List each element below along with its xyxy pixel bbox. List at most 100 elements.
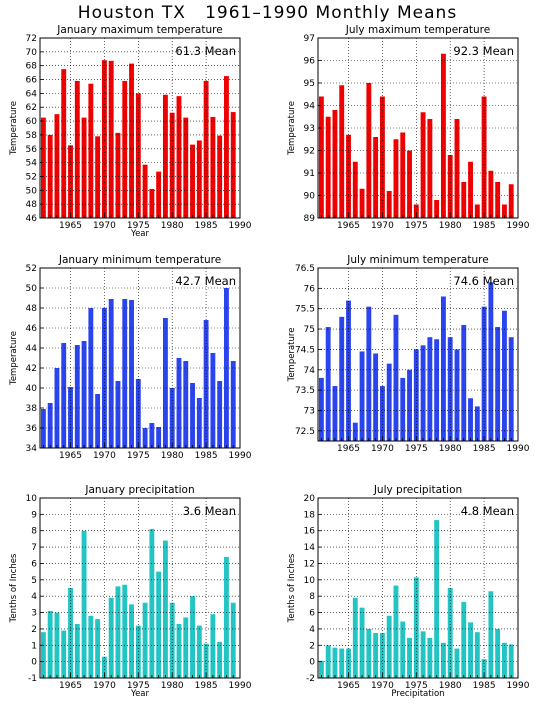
bar xyxy=(95,394,101,448)
y-axis-label: Tenths of Inches xyxy=(287,553,297,623)
bar xyxy=(318,377,324,441)
x-tick-label: 1990 xyxy=(507,444,530,454)
y-tick-label: 3 xyxy=(31,609,37,619)
y-tick-label: 66 xyxy=(26,76,38,86)
bar xyxy=(101,308,107,448)
bar xyxy=(108,299,114,448)
bar xyxy=(508,184,514,218)
bar xyxy=(108,60,114,218)
bar xyxy=(332,386,338,441)
bar xyxy=(339,648,345,678)
bar xyxy=(68,145,73,218)
bar xyxy=(427,637,433,678)
y-tick-label: 44 xyxy=(26,344,38,354)
bar xyxy=(407,637,412,678)
x-tick-label: 1965 xyxy=(59,221,82,231)
bar xyxy=(420,631,426,678)
bar xyxy=(176,624,182,678)
bar xyxy=(495,327,501,441)
x-tick-label: 1975 xyxy=(405,221,428,231)
bar xyxy=(366,628,372,678)
y-tick-label: 68 xyxy=(26,62,38,72)
y-tick-label: 5 xyxy=(31,576,37,586)
x-tick-label: 1975 xyxy=(405,444,428,454)
plot-frame xyxy=(317,267,519,442)
y-tick-label: 46 xyxy=(26,324,38,334)
bar xyxy=(203,320,209,448)
y-tick-label: 93 xyxy=(304,124,315,134)
y-tick-label: 0 xyxy=(309,658,315,668)
bar xyxy=(474,204,480,218)
bar xyxy=(135,379,141,448)
bar xyxy=(332,110,338,218)
y-tick-label: 96 xyxy=(304,57,316,67)
bar xyxy=(413,349,419,441)
y-tick-label: 12 xyxy=(304,559,315,569)
y-tick-label: 50 xyxy=(26,186,38,196)
bar xyxy=(156,427,162,448)
bar xyxy=(325,116,331,218)
bar xyxy=(461,324,467,441)
x-tick-label: 1975 xyxy=(405,681,428,691)
bar xyxy=(40,409,46,448)
bar xyxy=(488,282,494,441)
bar xyxy=(468,398,473,441)
bar xyxy=(129,63,134,218)
bar xyxy=(169,112,175,218)
bar xyxy=(210,614,216,678)
bar xyxy=(359,351,365,441)
x-tick-label: 1985 xyxy=(195,451,218,461)
bar xyxy=(142,164,148,218)
bar xyxy=(427,119,433,218)
y-tick-label: 1 xyxy=(31,641,37,651)
bar xyxy=(217,642,223,678)
y-tick-label: 6 xyxy=(31,559,37,569)
bar xyxy=(190,596,195,678)
y-tick-label: 38 xyxy=(26,404,38,414)
y-tick-label: 56 xyxy=(26,145,38,155)
x-tick-label: 1970 xyxy=(371,681,394,691)
x-tick-label: 1975 xyxy=(127,221,150,231)
bar xyxy=(325,327,331,441)
bar xyxy=(373,633,379,678)
y-tick-label: 4 xyxy=(31,592,37,602)
bar xyxy=(468,622,473,678)
x-tick-label: 1980 xyxy=(439,444,462,454)
plot-frame xyxy=(39,37,241,219)
bar xyxy=(101,656,107,678)
bar xyxy=(183,361,189,448)
bar xyxy=(393,585,399,678)
y-tick-label: 89 xyxy=(304,214,316,224)
bar xyxy=(217,135,223,218)
y-tick-label: -1 xyxy=(28,674,37,684)
x-tick-label: 1990 xyxy=(507,221,530,231)
x-tick-label: 1980 xyxy=(439,681,462,691)
y-tick-label: 6 xyxy=(309,609,315,619)
bar xyxy=(47,610,53,678)
bar xyxy=(481,96,487,218)
bar xyxy=(47,134,53,218)
bar xyxy=(366,83,372,218)
x-tick-label: 1965 xyxy=(59,451,82,461)
bar xyxy=(101,60,107,219)
y-tick-label: 94 xyxy=(304,102,316,112)
x-tick-label: 1970 xyxy=(93,221,116,231)
x-tick-label: 1990 xyxy=(229,221,252,231)
y-tick-label: 8 xyxy=(309,592,315,602)
plot-frame xyxy=(39,267,241,449)
bar xyxy=(447,155,453,218)
bar xyxy=(468,161,473,218)
bar xyxy=(352,161,358,218)
bar xyxy=(54,368,60,448)
bar xyxy=(318,96,324,218)
bar xyxy=(217,381,223,448)
x-tick-label: 1970 xyxy=(371,444,394,454)
mean-label: 92.3 Mean xyxy=(453,44,514,58)
bar xyxy=(183,617,189,678)
page-title: Houston TX 1961–1990 Monthly Means xyxy=(77,3,458,23)
y-tick-label: 2 xyxy=(309,641,315,651)
bar xyxy=(413,204,419,218)
y-tick-label: 76 xyxy=(304,284,316,294)
bar xyxy=(88,308,94,448)
bar xyxy=(74,345,80,448)
